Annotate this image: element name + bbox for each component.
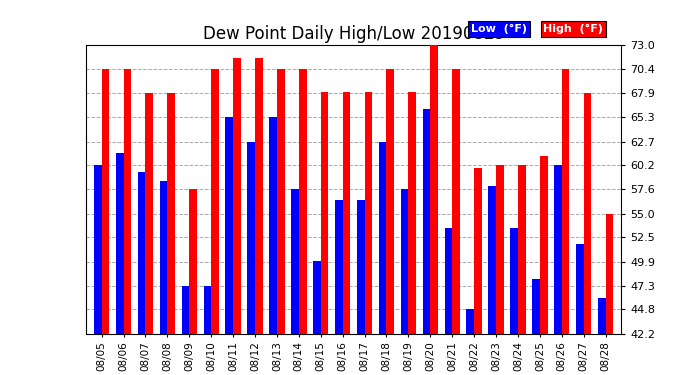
Bar [321,92,328,334]
Bar [584,93,591,334]
Bar [554,165,562,334]
Bar [511,228,518,334]
Bar [181,286,189,334]
Bar [211,69,219,334]
Bar [335,200,343,334]
Bar [343,92,351,334]
Bar [518,165,526,334]
Bar [496,165,504,334]
Bar [291,189,299,334]
Bar [423,109,431,334]
Bar [226,117,233,334]
Bar [444,228,452,334]
Bar [255,58,263,334]
Bar [576,244,584,334]
Bar [401,189,408,334]
Bar [138,171,146,334]
Bar [204,286,211,334]
Bar [313,261,321,334]
Bar [299,69,306,334]
Text: Low  (°F): Low (°F) [471,24,527,34]
Bar [408,92,416,334]
Bar [562,69,569,334]
Bar [364,92,372,334]
Bar [357,200,364,334]
Bar [247,141,255,334]
Bar [101,69,109,334]
Bar [189,189,197,334]
Bar [116,153,124,334]
Bar [598,298,606,334]
Title: Dew Point Daily High/Low 20190829: Dew Point Daily High/Low 20190829 [203,26,504,44]
Bar [474,168,482,334]
Bar [269,117,277,334]
Bar [466,309,474,334]
Bar [124,69,131,334]
Bar [168,93,175,334]
Bar [452,69,460,334]
Bar [540,156,548,334]
Bar [233,58,241,334]
Bar [159,181,168,334]
Bar [94,165,101,334]
Bar [277,69,284,334]
Bar [606,214,613,334]
Bar [146,93,153,334]
Bar [386,69,394,334]
Bar [532,279,540,334]
Bar [489,186,496,334]
Bar [431,45,438,334]
Bar [379,141,386,334]
Text: High  (°F): High (°F) [544,24,603,34]
